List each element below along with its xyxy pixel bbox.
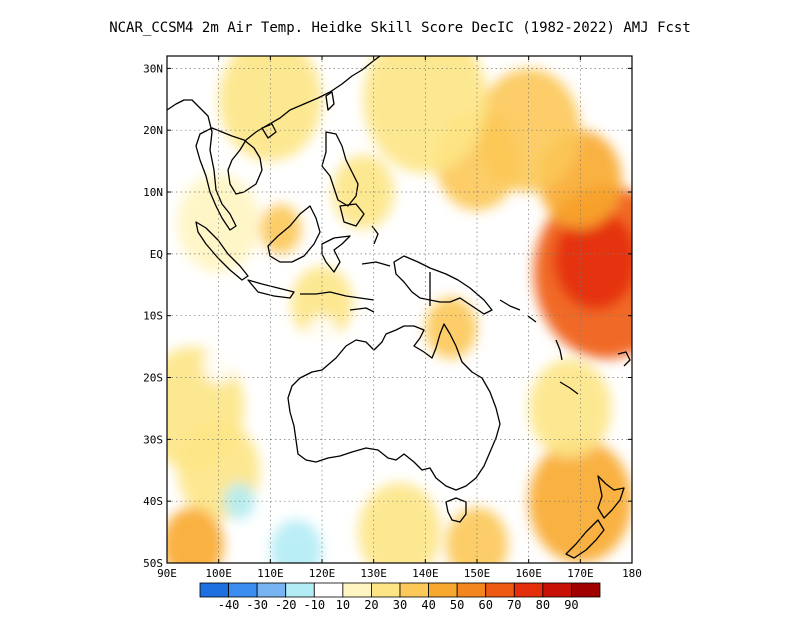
x-tick-label: 120E <box>309 567 336 580</box>
x-tick-label: 160E <box>515 567 542 580</box>
colorbar-label: 60 <box>478 598 492 612</box>
colorbar-label: 90 <box>564 598 578 612</box>
y-tick-label: 20S <box>143 372 163 385</box>
plot-frame <box>166 55 633 564</box>
y-tick-label: 20N <box>143 124 163 137</box>
colorbar-swatch <box>313 582 344 598</box>
skill-score-field <box>167 56 632 563</box>
colorbar: -40 -30 -20 -10 10 20 30 40 50 60 70 80 90 <box>199 582 601 612</box>
x-tick-label: 90E <box>157 567 177 580</box>
colorbar-swatch <box>199 582 229 598</box>
colorbar-swatch <box>342 582 372 598</box>
skill-score-blobs <box>167 56 632 563</box>
skill-region-22 <box>306 315 338 353</box>
skill-region-15 <box>291 266 353 341</box>
skill-region-14 <box>446 507 508 563</box>
colorbar-swatch <box>228 582 258 598</box>
x-tick-label: 100E <box>205 567 232 580</box>
coastline-taiwan <box>325 91 335 111</box>
skill-region-1 <box>554 210 632 310</box>
skill-region-10 <box>167 507 224 563</box>
coastline-borneo <box>267 205 321 263</box>
y-tick-label: 50S <box>143 557 163 570</box>
coastline-sumatra <box>195 221 249 281</box>
coastline-hainan <box>261 123 277 139</box>
x-tick-label: 150E <box>464 567 491 580</box>
colorbar-label: 30 <box>393 598 407 612</box>
coastline-philippines <box>321 131 359 207</box>
colorbar-swatch <box>256 582 287 598</box>
colorbar-swatch <box>399 582 429 598</box>
coastline-mindanao <box>339 203 365 227</box>
skill-region-6 <box>218 56 322 162</box>
y-tick-label: EQ <box>150 248 163 261</box>
map-axes: 90E 100E 110E 120E 130E 140E 150E 160E 170E 180 30… <box>143 56 642 580</box>
colorbar-label: 20 <box>364 598 378 612</box>
colorbar-swatch <box>285 582 315 598</box>
coastline-solomons <box>499 299 563 361</box>
coastline-new-guinea <box>393 255 493 315</box>
coastline-lesser-sunda <box>300 291 375 313</box>
coastline-java <box>247 279 295 299</box>
coastlines <box>167 56 631 559</box>
x-tick-label: 140E <box>412 567 439 580</box>
y-tick-label: 30S <box>143 433 163 446</box>
colorbar-swatch <box>371 582 401 598</box>
x-tick-label: 170E <box>567 567 594 580</box>
colorbar-label: -30 <box>246 598 268 612</box>
x-tick-label: 180 <box>622 567 642 580</box>
coastline-australia <box>287 323 501 491</box>
colorbar-swatch <box>571 582 601 598</box>
colorbar-swatch <box>542 582 572 598</box>
colorbar-label: 80 <box>536 598 550 612</box>
colorbar-swatch <box>456 582 487 598</box>
skill-region-21 <box>203 346 235 384</box>
skill-region-20 <box>270 519 322 563</box>
map-title: NCAR_CCSM4 2m Air Temp. Heidke Skill Sco… <box>109 20 691 36</box>
skill-region-11 <box>528 439 632 563</box>
colorbar-swatch <box>428 582 458 598</box>
colorbar-swatch <box>513 582 544 598</box>
colorbar-label: -10 <box>303 598 325 612</box>
skill-region-17 <box>332 154 395 230</box>
map-gridlines <box>167 56 632 563</box>
coastline-tasmania <box>445 497 467 523</box>
x-tick-label: 130E <box>360 567 387 580</box>
coastline-maluku <box>361 225 391 267</box>
coastline-sulawesi <box>321 235 351 273</box>
skill-region-16 <box>425 297 477 359</box>
skill-region-13 <box>358 482 441 563</box>
y-tick-label: 10S <box>143 310 163 323</box>
colorbar-label: 40 <box>421 598 435 612</box>
colorbar-swatch <box>485 582 515 598</box>
x-tick-label: 110E <box>257 567 284 580</box>
colorbar-label: 70 <box>507 598 521 612</box>
colorbar-label: 10 <box>336 598 350 612</box>
y-tick-label: 40S <box>143 495 163 508</box>
colorbar-label: -40 <box>218 598 240 612</box>
coastline-fiji <box>617 351 631 367</box>
colorbar-label: 50 <box>450 598 464 612</box>
y-tick-label: 10N <box>143 186 163 199</box>
colorbar-label: -20 <box>275 598 297 612</box>
y-tick-label: 30N <box>143 62 163 75</box>
coastline-nz-north <box>597 475 625 519</box>
coastline-new-caledonia <box>559 381 579 395</box>
skill-region-12 <box>528 358 612 458</box>
coastline-nz-south <box>565 519 605 559</box>
skill-region-18 <box>260 204 302 254</box>
coastline-asia <box>167 56 381 231</box>
